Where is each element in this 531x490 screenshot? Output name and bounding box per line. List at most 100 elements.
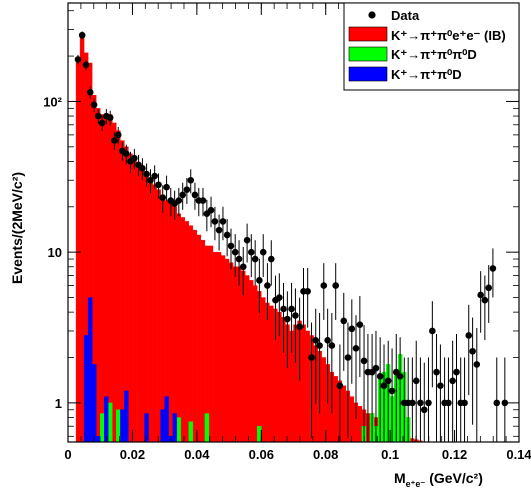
ib-bar (192, 229, 198, 443)
ib-bar (216, 251, 222, 443)
ib-bar (184, 221, 190, 443)
y-tick-label: 10² (43, 94, 62, 109)
y-tick-label: 10 (48, 245, 62, 260)
x-tick-label: 0.02 (120, 447, 145, 462)
ib-bar (249, 280, 254, 443)
data-point (227, 242, 235, 250)
pi0pi0-bar (188, 421, 194, 443)
legend-data-marker (368, 11, 376, 19)
ib-bar (172, 206, 177, 443)
data-point (284, 315, 291, 323)
data-point (191, 191, 199, 199)
ib-bar (305, 330, 310, 443)
ib-bar (257, 291, 262, 443)
data-point (179, 191, 186, 199)
data-point (211, 218, 219, 225)
ib-bar (208, 245, 214, 443)
ib-bar (108, 114, 113, 443)
data-point (477, 291, 484, 299)
data-point (106, 114, 114, 122)
data-point (288, 305, 295, 313)
data-point (131, 154, 138, 162)
data-point (332, 282, 340, 289)
x-tick-label: 0.14 (506, 447, 531, 462)
ib-bar (148, 180, 153, 443)
data-point (396, 373, 404, 380)
data-point (465, 332, 473, 339)
axis-ticks: 0 0.02 0.04 0.06 0.08 0.1 0.12 0.14 1 10 10² (43, 3, 531, 462)
data-point (280, 305, 287, 313)
data-point (336, 382, 344, 389)
data-point (340, 317, 348, 325)
ib-bar (269, 305, 274, 443)
pi0-bar (172, 413, 177, 443)
data-point (163, 183, 170, 191)
data-point (485, 284, 493, 292)
plot-area (74, 31, 509, 443)
pi0pi0-bar (257, 426, 262, 443)
data-points (74, 31, 509, 442)
data-point (259, 248, 267, 256)
data-point (328, 342, 336, 349)
x-tick-label: 0 (64, 447, 71, 462)
data-point (425, 399, 432, 407)
ib-bar (176, 213, 181, 443)
data-point (445, 399, 452, 407)
data-point (98, 119, 106, 127)
data-point (139, 165, 146, 172)
data-point (78, 31, 86, 39)
data-point (352, 345, 360, 352)
data-point (344, 354, 352, 361)
data-point (90, 101, 98, 109)
data-point (449, 377, 456, 385)
x-tick-label: 0.06 (249, 447, 274, 462)
ib-bar (321, 357, 326, 443)
data-point (461, 399, 468, 407)
data-point (276, 294, 283, 301)
pi0-bar (83, 335, 89, 443)
data-point (292, 312, 299, 319)
legend-pi0-swatch (348, 66, 388, 82)
ib-bar (116, 130, 121, 443)
data-point (187, 176, 195, 184)
ib-bar (156, 189, 161, 443)
ib-bar (75, 59, 81, 443)
ib-bar (232, 266, 238, 443)
data-point (199, 197, 207, 204)
ib-bar (180, 217, 185, 443)
ib-bar (136, 164, 141, 443)
pi0-bar (87, 297, 93, 443)
data-point (219, 218, 227, 225)
legend-ib-swatch (348, 26, 388, 42)
x-tick-label: 0.04 (184, 447, 210, 462)
legend-pi0-label: K⁺→π⁺π⁰D (391, 67, 462, 82)
ib-bar (220, 255, 226, 443)
data-point (256, 277, 263, 284)
data-point (388, 387, 396, 395)
data-point (489, 265, 497, 272)
data-point (223, 231, 231, 239)
ib-bar (104, 117, 109, 443)
data-point (143, 170, 150, 178)
data-point (433, 368, 440, 376)
data-point (473, 361, 481, 368)
x-tick-label: 0.08 (313, 447, 338, 462)
data-point (372, 364, 380, 372)
ib-bar (95, 108, 101, 443)
legend: Data K⁺→π⁺π⁰e⁺e⁻ (IB) K⁺→π⁺π⁰π⁰D K⁺→π⁺π⁰… (343, 2, 520, 91)
ib-bar (128, 153, 133, 443)
data-point (469, 347, 476, 355)
ib-bar (224, 258, 230, 443)
data-point (348, 325, 356, 333)
ib-bar (196, 234, 202, 443)
ib-bar (261, 297, 266, 443)
pi0-bar (104, 396, 109, 443)
pi0pi0-bar (204, 413, 210, 443)
pi0-bar (95, 436, 101, 443)
data-point (175, 197, 183, 204)
data-point (453, 368, 460, 376)
data-point (384, 377, 392, 385)
ib-bar (79, 33, 85, 443)
data-point (147, 176, 154, 184)
